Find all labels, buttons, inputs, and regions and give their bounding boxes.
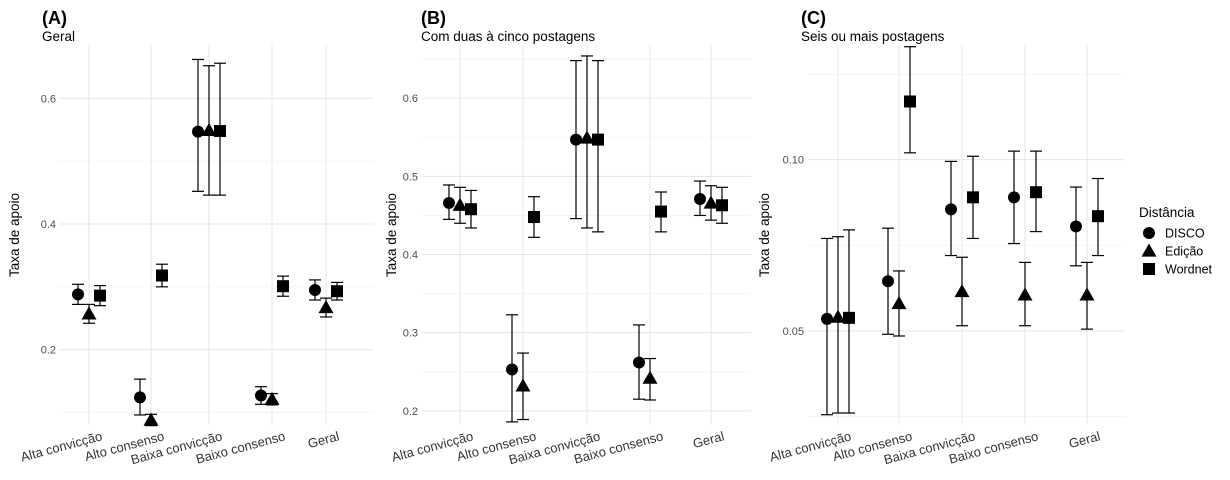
data-point xyxy=(515,378,531,392)
y-tick-label: 0.10 xyxy=(783,155,804,167)
data-point xyxy=(882,275,894,288)
data-point xyxy=(716,199,728,212)
data-point xyxy=(703,195,719,209)
legend: Distância DISCO Edição Wordnet xyxy=(1139,205,1213,277)
data-point xyxy=(1017,287,1033,301)
data-point xyxy=(1030,186,1042,199)
data-point xyxy=(1070,220,1082,233)
data-point xyxy=(633,356,645,369)
panel-subtitle: Seis ou mais postagens xyxy=(801,29,945,44)
data-point xyxy=(843,311,855,324)
panel-tag: (A) xyxy=(42,8,67,28)
data-point xyxy=(255,389,267,402)
data-point xyxy=(655,205,667,218)
data-point xyxy=(465,203,477,216)
data-point xyxy=(452,197,468,211)
y-tick-label: 0.2 xyxy=(41,345,56,357)
data-point xyxy=(904,95,916,108)
data-point xyxy=(264,391,280,405)
data-point xyxy=(156,269,168,282)
data-point xyxy=(143,412,159,426)
data-point xyxy=(277,280,289,293)
legend-title: Distância xyxy=(1139,205,1195,220)
data-point xyxy=(506,363,518,376)
data-point xyxy=(821,312,833,325)
data-point xyxy=(331,285,343,298)
data-point xyxy=(201,122,217,137)
y-tick-label: 0.6 xyxy=(41,93,56,105)
data-point xyxy=(694,193,706,206)
data-point xyxy=(891,295,907,310)
data-point xyxy=(443,196,455,209)
y-axis-label: Taxa de apoio xyxy=(757,193,772,277)
data-point xyxy=(954,283,970,298)
data-point xyxy=(579,130,595,144)
panel-b: (B)Com duas à cinco postagens 0.2 0.3 0.4 0.… xyxy=(384,8,751,467)
data-point xyxy=(192,125,204,138)
data-point xyxy=(1079,287,1095,301)
data-point xyxy=(318,300,334,314)
x-tick-label: Geral xyxy=(306,428,341,451)
panel-c: (C)Seis ou mais postagens 0.05 0.10 Taxa de… xyxy=(757,8,1125,467)
y-tick-label: 0.6 xyxy=(403,93,418,105)
data-point xyxy=(1008,191,1020,204)
panel-subtitle: Geral xyxy=(42,29,75,44)
x-tick-label: Geral xyxy=(691,428,726,451)
data-point xyxy=(528,211,540,224)
data-point xyxy=(94,289,106,302)
panel-tag: (C) xyxy=(801,8,826,28)
y-tick-label: 0.05 xyxy=(783,326,804,338)
data-point xyxy=(642,370,658,384)
y-axis-label: Taxa de apoio xyxy=(384,193,399,277)
panel-subtitle: Com duas à cinco postagens xyxy=(421,29,595,44)
y-tick-label: 0.2 xyxy=(403,406,418,418)
panel-tag: (B) xyxy=(421,8,446,28)
x-tick-label: Geral xyxy=(1067,428,1102,451)
legend-entry-label: Edição xyxy=(1165,245,1203,259)
data-point xyxy=(72,288,84,301)
legend-entry-label: DISCO xyxy=(1165,227,1205,241)
data-point xyxy=(592,133,604,146)
data-point xyxy=(81,306,97,320)
y-axis-label: Taxa de apoio xyxy=(7,193,22,277)
y-tick-label: 0.3 xyxy=(403,328,418,340)
data-point xyxy=(967,191,979,204)
legend-key xyxy=(1143,263,1155,275)
data-point xyxy=(309,283,321,296)
data-point xyxy=(214,125,226,138)
legend-key xyxy=(1143,227,1155,239)
legend-entry-label: Wordnet xyxy=(1165,263,1213,277)
y-tick-label: 0.4 xyxy=(403,250,418,262)
y-tick-label: 0.4 xyxy=(41,219,56,231)
legend-key xyxy=(1141,243,1157,257)
y-tick-label: 0.5 xyxy=(403,171,418,183)
data-point xyxy=(1092,210,1104,223)
data-point xyxy=(134,391,146,404)
data-point xyxy=(830,309,846,323)
data-point xyxy=(945,203,957,216)
data-point xyxy=(570,133,582,146)
